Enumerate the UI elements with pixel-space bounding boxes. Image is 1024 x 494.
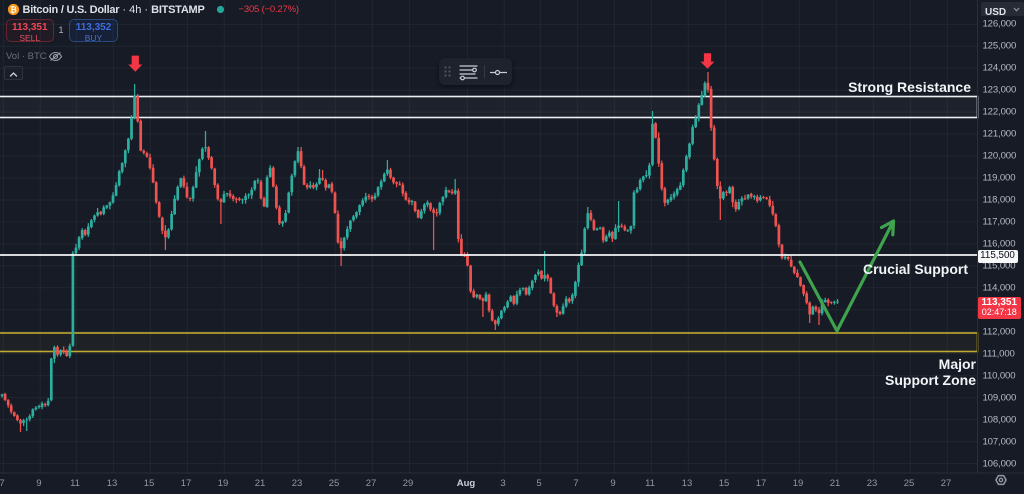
svg-text:₿: ₿	[10, 4, 17, 14]
